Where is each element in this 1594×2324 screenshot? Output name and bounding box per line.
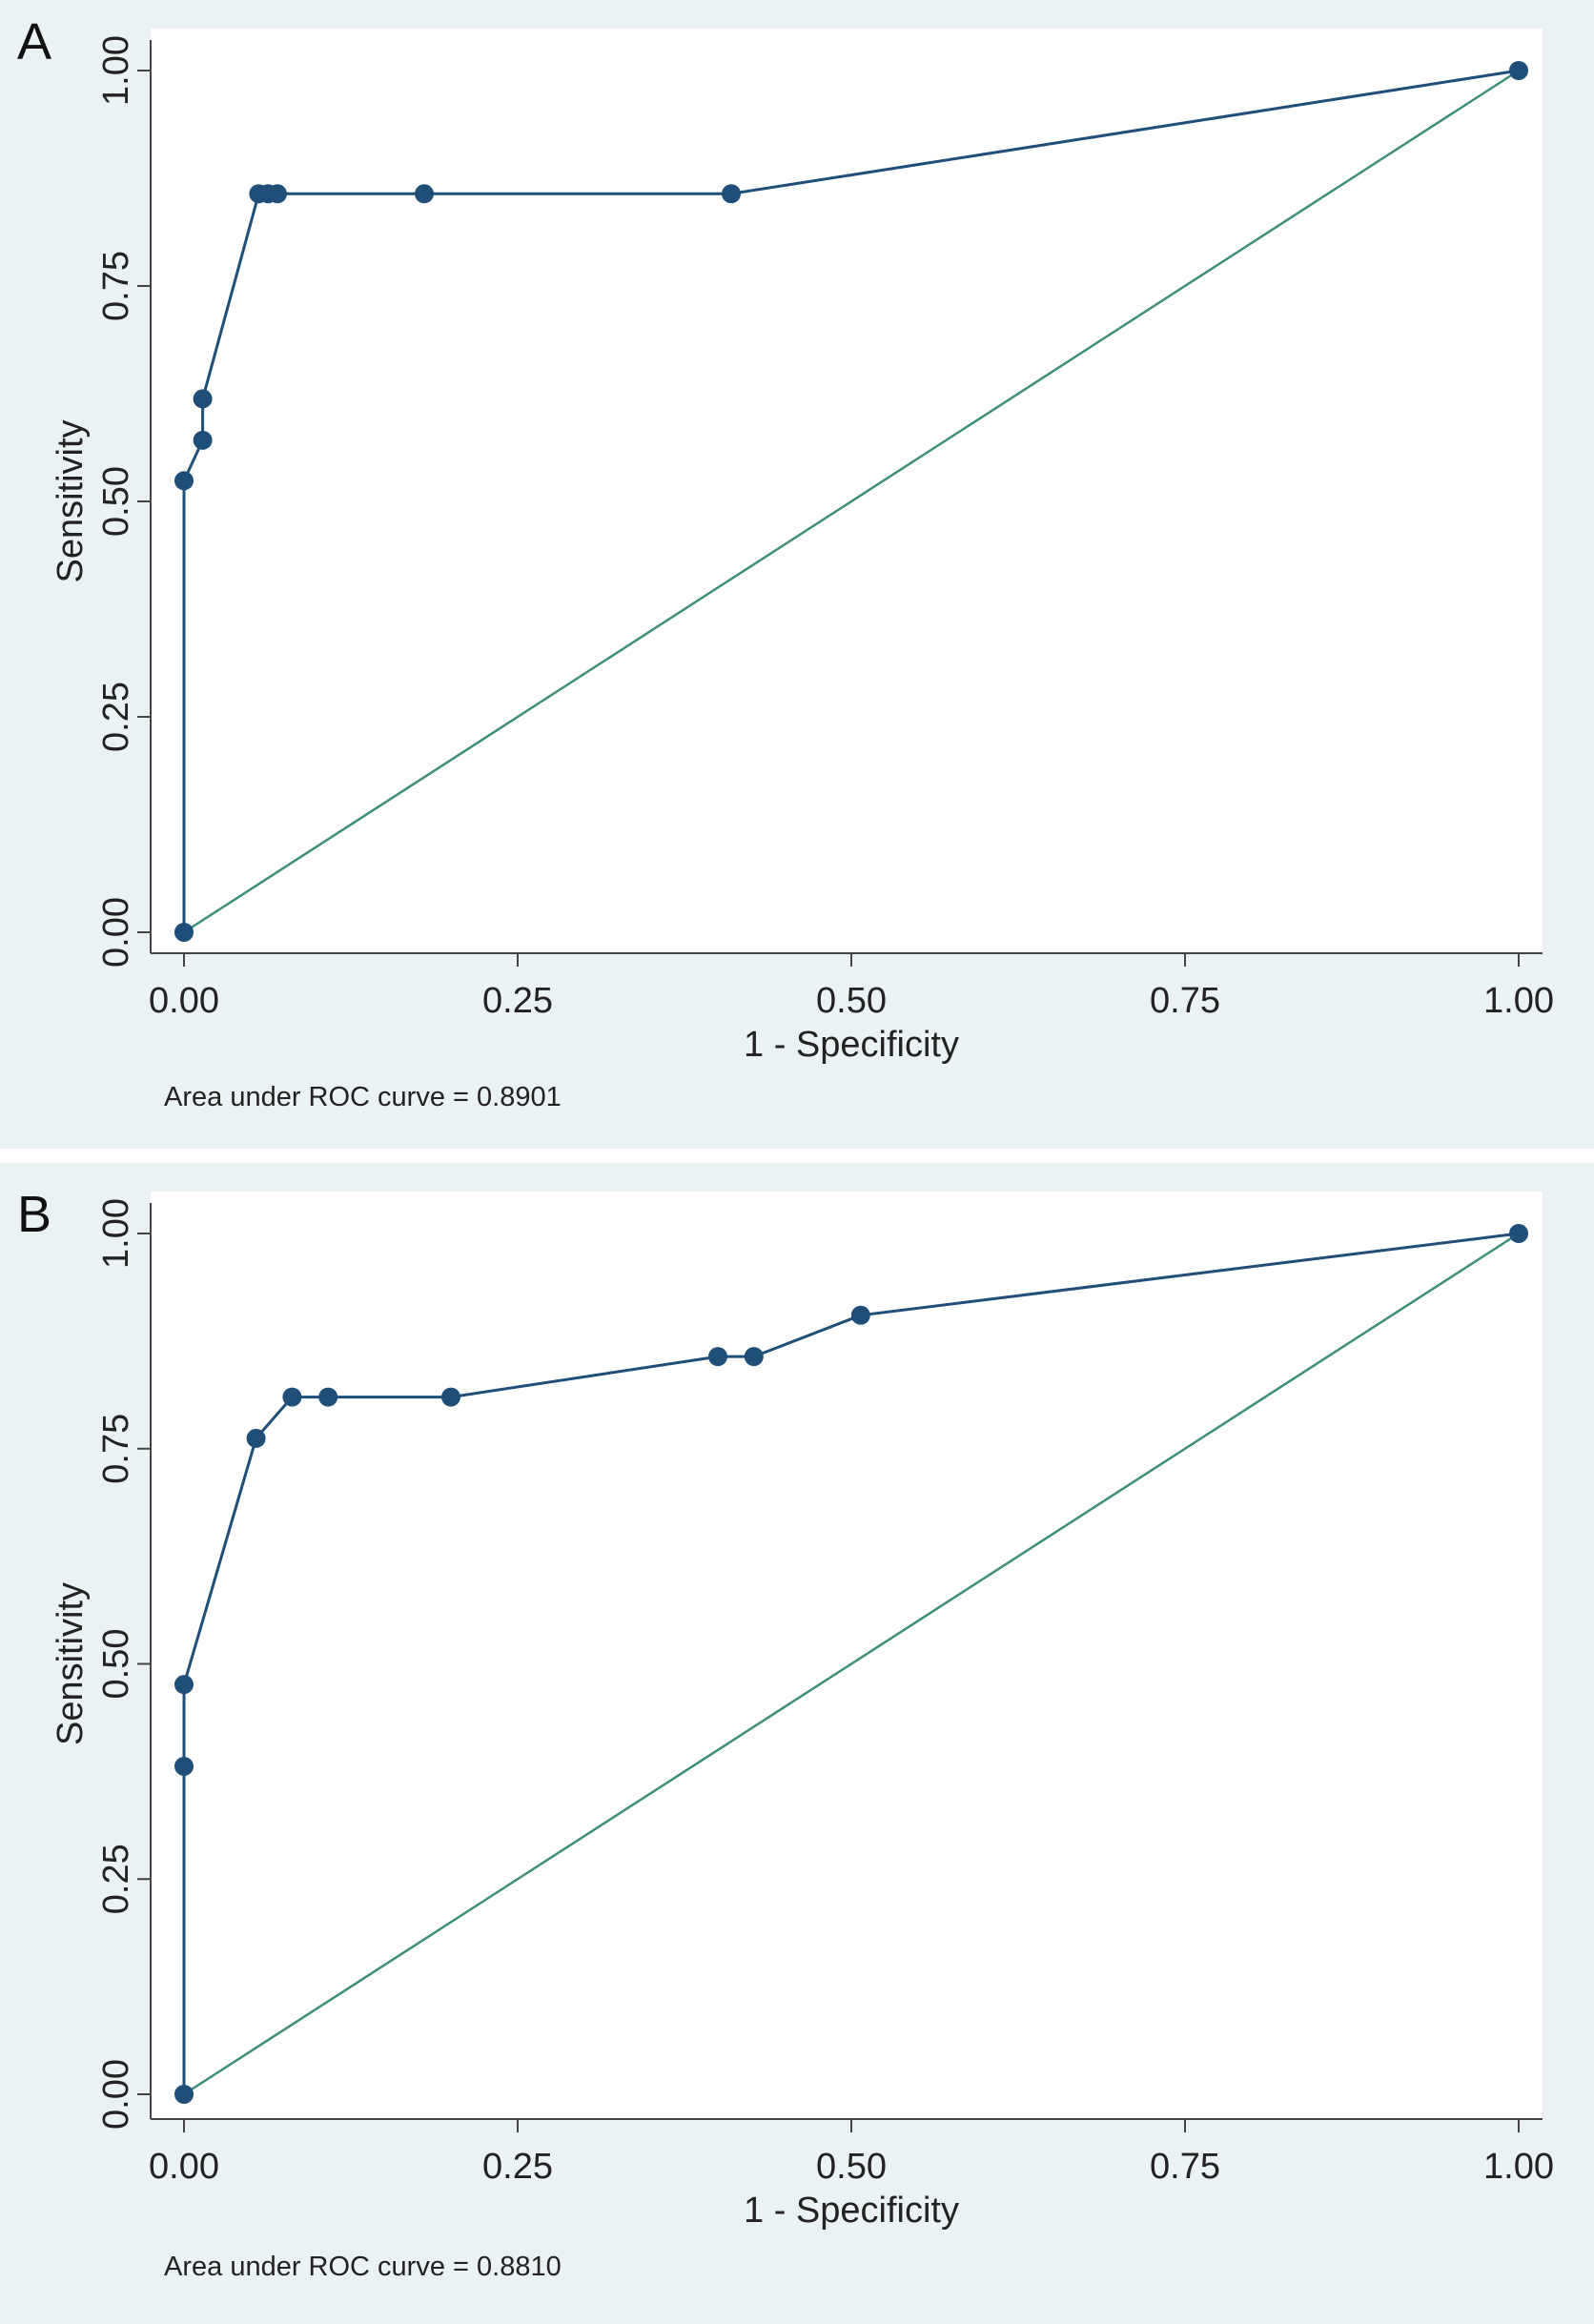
roc-point bbox=[193, 430, 213, 450]
plot-area bbox=[151, 1192, 1543, 2119]
x-tick-label: 1.00 bbox=[1483, 981, 1554, 1021]
x-tick-label: 0.25 bbox=[482, 2147, 553, 2187]
roc-point bbox=[415, 184, 434, 204]
roc-point bbox=[174, 2085, 194, 2104]
y-tick-label: 0.75 bbox=[96, 1414, 136, 1484]
panel-label: A bbox=[17, 13, 51, 71]
roc-point bbox=[850, 1305, 870, 1325]
roc-chart-a: 0.00 0.25 0.50 0.75 1.00 0.00 0.25 0.50 0.75 1.00… bbox=[17, 13, 1554, 1112]
y-tick-label: 0.75 bbox=[96, 251, 136, 321]
roc-point bbox=[174, 1756, 194, 1776]
y-tick-label: 0.25 bbox=[96, 1844, 136, 1914]
y-tick-label: 0.25 bbox=[96, 682, 136, 752]
roc-panel-a: 0.00 0.25 0.50 0.75 1.00 0.00 0.25 0.50 0.75 1.00… bbox=[0, 0, 1594, 1149]
x-tick-label: 0.00 bbox=[149, 2147, 219, 2187]
roc-point bbox=[282, 1387, 302, 1407]
y-tick-label: 1.00 bbox=[96, 35, 136, 106]
roc-point bbox=[174, 471, 194, 491]
plot-area bbox=[151, 29, 1543, 953]
x-tick-label: 0.00 bbox=[149, 981, 219, 1021]
reference-diagonal-line bbox=[183, 1232, 1520, 2096]
roc-point bbox=[744, 1347, 764, 1367]
x-tick-label: 0.25 bbox=[482, 981, 553, 1021]
roc-point bbox=[174, 923, 194, 942]
y-tick-label: 0.50 bbox=[96, 466, 136, 537]
auc-note: Area under ROC curve = 0.8901 bbox=[164, 1082, 562, 1112]
roc-point bbox=[708, 1347, 727, 1367]
x-tick-label: 0.50 bbox=[816, 2147, 887, 2187]
x-axis-title: 1 - Specificity bbox=[744, 1025, 959, 1065]
reference-diagonal-line bbox=[183, 69, 1520, 934]
x-tick-label: 0.75 bbox=[1150, 981, 1220, 1021]
roc-point bbox=[246, 1428, 266, 1448]
y-tick-label: 1.00 bbox=[96, 1198, 136, 1269]
roc-point bbox=[193, 389, 213, 409]
x-tick-label: 0.50 bbox=[816, 981, 887, 1021]
roc-point bbox=[268, 184, 287, 204]
y-axis-title: Sensitivity bbox=[51, 1582, 91, 1745]
roc-point bbox=[1509, 1224, 1528, 1243]
y-axis-title: Sensitivity bbox=[51, 419, 91, 582]
roc-point bbox=[722, 184, 741, 204]
roc-point bbox=[1509, 61, 1528, 80]
roc-chart-b: 0.00 0.25 0.50 0.75 1.00 0.00 0.25 0.50 0.75 1.00… bbox=[17, 1186, 1554, 2282]
x-axis-title: 1 - Specificity bbox=[744, 2191, 959, 2231]
roc-panel-b: 0.00 0.25 0.50 0.75 1.00 0.00 0.25 0.50 0.75 1.00… bbox=[0, 1163, 1594, 2324]
y-tick-label: 0.00 bbox=[96, 897, 136, 968]
y-tick-label: 0.00 bbox=[96, 2059, 136, 2130]
x-tick-label: 0.75 bbox=[1150, 2147, 1220, 2187]
x-tick-label: 1.00 bbox=[1483, 2147, 1554, 2187]
y-tick-label: 0.50 bbox=[96, 1629, 136, 1700]
auc-note: Area under ROC curve = 0.8810 bbox=[164, 2252, 562, 2282]
roc-point bbox=[441, 1387, 460, 1407]
roc-point bbox=[318, 1387, 338, 1407]
panel-label: B bbox=[17, 1186, 51, 1243]
roc-point bbox=[174, 1675, 194, 1695]
